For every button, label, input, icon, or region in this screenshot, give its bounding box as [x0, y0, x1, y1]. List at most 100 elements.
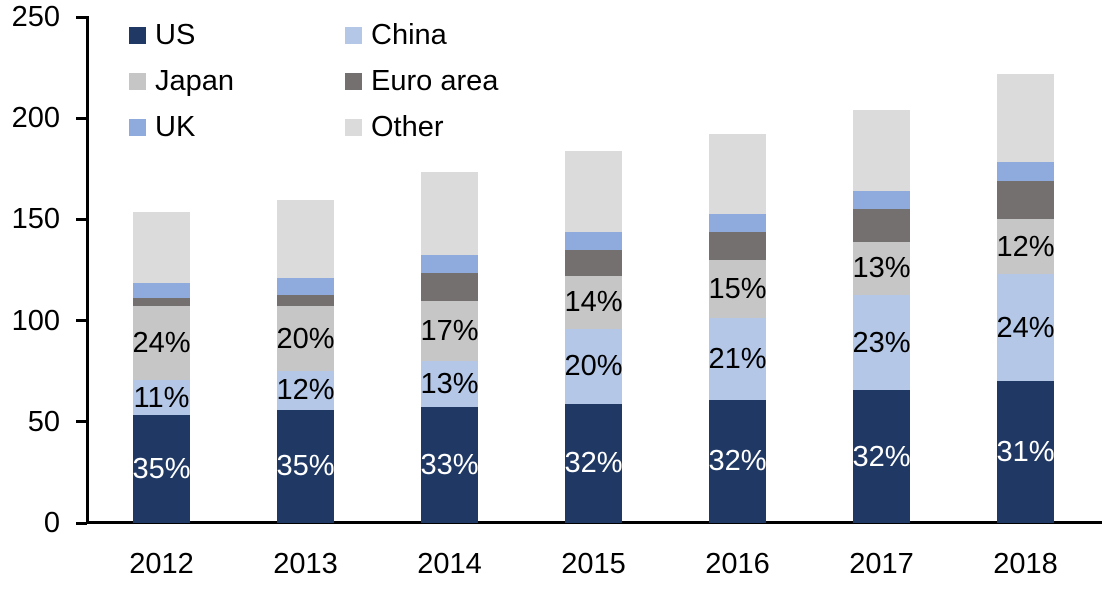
legend-swatch-icon [345, 118, 362, 136]
segment-percent-label: 13% [852, 252, 911, 285]
bar-segment-us-2012 [133, 414, 190, 523]
bar-segment-euro-area-2017 [853, 209, 910, 242]
bar-segment-other-2012 [133, 212, 190, 284]
segment-percent-label: 35% [276, 450, 335, 483]
bar-segment-other-2017 [853, 110, 910, 192]
segment-percent-label: 13% [420, 367, 479, 400]
bar-segment-us-2014 [421, 406, 478, 523]
legend-item-us: US [129, 12, 345, 58]
y-tick-mark [76, 319, 87, 323]
y-tick-mark [76, 521, 87, 525]
y-tick-mark [76, 15, 87, 19]
bar-segment-euro-area-2013 [277, 295, 334, 307]
bar-segment-other-2013 [277, 200, 334, 279]
legend-item-euro-area: Euro area [345, 58, 498, 104]
legend-item-japan: Japan [129, 58, 345, 104]
legend-swatch-icon [129, 26, 146, 44]
segment-percent-label: 15% [708, 272, 767, 305]
bar-segment-china-2017 [853, 295, 910, 391]
legend-item-other: Other [345, 104, 498, 150]
segment-percent-label: 23% [852, 326, 911, 359]
legend-label: Japan [155, 65, 235, 97]
legend-swatch-icon [129, 118, 146, 136]
bar-segment-japan-2018 [997, 219, 1054, 275]
legend-label: UK [155, 111, 196, 143]
segment-percent-label: 12% [276, 374, 335, 407]
legend-swatch-icon [345, 72, 362, 90]
bar-segment-us-2015 [565, 403, 622, 523]
bar-segment-china-2012 [133, 380, 190, 415]
bar-segment-euro-area-2018 [997, 180, 1054, 220]
segment-percent-label: 12% [996, 230, 1055, 263]
y-tick-label: 250 [11, 1, 60, 33]
x-tick-label-2014: 2014 [417, 548, 482, 580]
y-tick-mark [76, 217, 87, 221]
bar-segment-uk-2018 [997, 161, 1054, 181]
bar-segment-us-2013 [277, 409, 334, 523]
bar-segment-uk-2013 [277, 278, 334, 296]
segment-percent-label: 17% [420, 315, 479, 348]
bar-segment-uk-2014 [421, 254, 478, 274]
legend-item-uk: UK [129, 104, 345, 150]
legend-swatch-icon [345, 26, 362, 44]
bar-segment-euro-area-2016 [709, 231, 766, 260]
bar-segment-euro-area-2014 [421, 273, 478, 302]
segment-percent-label: 20% [276, 322, 335, 355]
segment-percent-label: 11% [133, 381, 190, 414]
bar-segment-euro-area-2012 [133, 298, 190, 307]
segment-percent-label: 32% [708, 445, 767, 478]
segment-percent-label: 33% [420, 448, 479, 481]
bar-segment-china-2013 [277, 371, 334, 410]
bar-segment-china-2014 [421, 361, 478, 407]
y-tick-label: 0 [43, 507, 60, 539]
x-tick-label-2012: 2012 [129, 548, 194, 580]
y-tick-mark [76, 116, 87, 120]
legend-label: Euro area [371, 65, 499, 97]
y-tick-label: 50 [27, 405, 60, 438]
segment-percent-label: 31% [996, 436, 1055, 469]
y-tick-label: 150 [11, 203, 60, 236]
legend-swatch-icon [129, 72, 146, 90]
bar-segment-uk-2016 [709, 214, 766, 232]
segment-percent-label: 32% [564, 447, 623, 480]
x-tick-label-2018: 2018 [993, 548, 1058, 580]
bar-segment-japan-2012 [133, 306, 190, 381]
segment-percent-label: 35% [132, 452, 191, 485]
y-tick-label: 200 [11, 102, 60, 135]
bar-segment-us-2016 [709, 399, 766, 523]
segment-percent-label: 32% [852, 440, 911, 473]
bar-segment-us-2017 [853, 390, 910, 523]
legend-item-china: China [345, 12, 498, 58]
bar-segment-japan-2015 [565, 276, 622, 329]
bar-segment-other-2018 [997, 73, 1054, 162]
bar-segment-euro-area-2015 [565, 249, 622, 277]
segment-percent-label: 14% [564, 286, 623, 319]
legend: US China Japan Euro area UK Other [129, 12, 498, 150]
legend-label: US [155, 19, 196, 51]
segment-percent-label: 24% [996, 311, 1055, 344]
bar-segment-other-2015 [565, 150, 622, 232]
x-tick-label-2015: 2015 [561, 548, 626, 580]
bar-segment-japan-2016 [709, 259, 766, 318]
y-tick-label: 100 [11, 304, 60, 337]
legend-label: Other [371, 111, 444, 143]
bar-segment-other-2016 [709, 134, 766, 215]
x-tick-label-2017: 2017 [849, 548, 914, 580]
bar-segment-japan-2017 [853, 241, 910, 296]
y-tick-mark [76, 420, 87, 424]
bar-segment-other-2014 [421, 171, 478, 255]
bar-segment-uk-2015 [565, 231, 622, 250]
segment-percent-label: 21% [708, 342, 767, 375]
bar-segment-uk-2017 [853, 191, 910, 210]
segment-percent-label: 24% [132, 327, 191, 360]
x-tick-label-2016: 2016 [705, 548, 770, 580]
bar-segment-us-2018 [997, 381, 1054, 523]
x-tick-label-2013: 2013 [273, 548, 338, 580]
y-axis-line [86, 16, 89, 524]
bar-segment-china-2015 [565, 328, 622, 404]
bar-segment-china-2018 [997, 274, 1054, 382]
bar-segment-china-2016 [709, 317, 766, 400]
segment-percent-label: 20% [564, 350, 623, 383]
legend-label: China [371, 19, 447, 51]
